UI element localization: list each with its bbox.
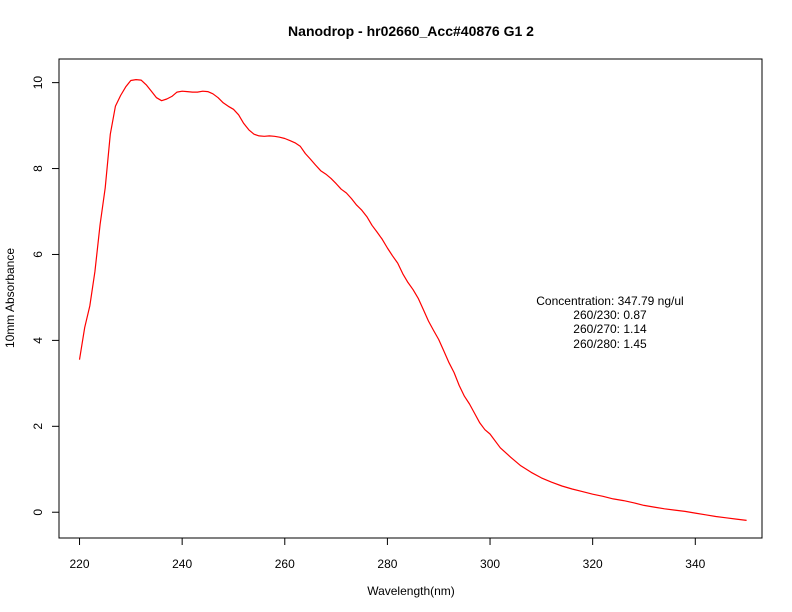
x-tick-label-340: 340: [685, 557, 705, 571]
x-axis-label: Wavelength(nm): [367, 584, 455, 598]
x-tick-label-320: 320: [583, 557, 603, 571]
y-tick-label-6: 6: [31, 251, 45, 258]
x-tick-label-300: 300: [480, 557, 500, 571]
plot-frame: [58, 58, 763, 539]
annotation-260-230: 260/230: 0.87: [573, 308, 647, 322]
annotation-concentration: Concentration: 347.79 ng/ul: [536, 294, 683, 308]
annotation-260-270: 260/270: 1.14: [573, 322, 647, 336]
x-tick-label-260: 260: [275, 557, 295, 571]
x-tick-label-220: 220: [70, 557, 90, 571]
x-tick-label-280: 280: [377, 557, 397, 571]
y-tick-label-4: 4: [31, 337, 45, 344]
y-axis: 0 2 4 6 8 10: [31, 76, 59, 516]
x-tick-label-240: 240: [172, 557, 192, 571]
y-tick-label-0: 0: [31, 509, 45, 516]
y-tick-label-8: 8: [31, 165, 45, 172]
annotation-260-280: 260/280: 1.45: [573, 337, 647, 351]
y-axis-label: 10mm Absorbance: [3, 248, 17, 348]
x-axis: 220 240 260 280 300 320 340: [70, 538, 706, 571]
series-line-0: [78, 78, 747, 521]
y-tick-label-10: 10: [31, 76, 45, 90]
annotation-block: Concentration: 347.79 ng/ul 260/230: 0.8…: [536, 294, 683, 351]
series-layer: [78, 78, 747, 521]
y-tick-label-2: 2: [31, 423, 45, 430]
chart-title: Nanodrop - hr02660_Acc#40876 G1 2: [288, 23, 534, 39]
